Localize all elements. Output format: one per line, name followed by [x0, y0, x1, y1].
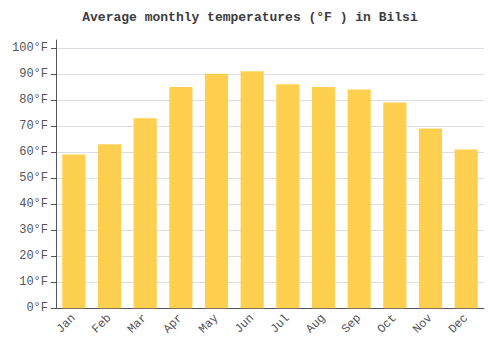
svg-text:40°F: 40°F	[19, 197, 48, 211]
svg-text:80°F: 80°F	[19, 93, 48, 107]
svg-text:10°F: 10°F	[19, 275, 48, 289]
svg-text:50°F: 50°F	[19, 171, 48, 185]
svg-text:60°F: 60°F	[19, 145, 48, 159]
svg-text:Average monthly temperatures (: Average monthly temperatures (°F ) in Bi…	[82, 10, 418, 25]
svg-text:Jan: Jan	[54, 311, 79, 336]
svg-text:Dec: Dec	[446, 311, 471, 336]
svg-text:Aug: Aug	[303, 311, 328, 336]
svg-text:Apr: Apr	[161, 311, 186, 336]
svg-text:Oct: Oct	[375, 311, 400, 336]
svg-text:0°F: 0°F	[26, 301, 48, 315]
svg-text:Sep: Sep	[339, 311, 364, 336]
svg-text:100°F: 100°F	[12, 41, 48, 55]
svg-text:Jun: Jun	[232, 311, 257, 336]
svg-text:Jul: Jul	[268, 311, 293, 336]
svg-text:90°F: 90°F	[19, 67, 48, 81]
svg-text:Feb: Feb	[89, 311, 114, 336]
svg-text:20°F: 20°F	[19, 249, 48, 263]
svg-text:70°F: 70°F	[19, 119, 48, 133]
svg-text:30°F: 30°F	[19, 223, 48, 237]
svg-text:Nov: Nov	[410, 311, 435, 336]
svg-text:May: May	[196, 311, 221, 336]
svg-text:Mar: Mar	[125, 311, 150, 336]
